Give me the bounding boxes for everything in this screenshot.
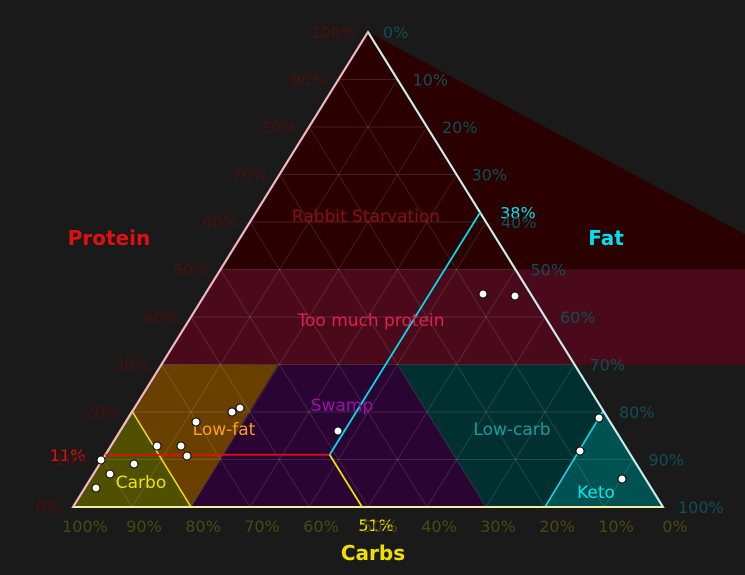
data-point (191, 417, 201, 427)
protein-axis-title: Protein (68, 226, 150, 250)
data-point (617, 474, 627, 484)
fat-tick: 80% (619, 403, 655, 422)
protein-edge (72, 31, 369, 508)
grid-line-fat-10 (131, 79, 398, 508)
carbs-highlight-label: 51% (358, 516, 394, 535)
fat-tick: 100% (678, 498, 724, 517)
data-point (96, 455, 106, 465)
fat-tick: 50% (531, 261, 567, 280)
protein-tick: 50% (173, 261, 209, 280)
fat-tick: 70% (590, 356, 626, 375)
data-point (176, 441, 186, 451)
data-point (575, 446, 585, 456)
grid-line-carbs-40 (249, 221, 428, 508)
carbs-tick: 20% (539, 517, 575, 536)
data-points (91, 289, 627, 493)
grid-line-carbs-70 (161, 364, 251, 508)
fat-tick: 0% (383, 23, 408, 42)
grid-line-carbs-10 (338, 79, 605, 508)
fat-tick: 40% (501, 213, 537, 232)
carbs-axis-title: Carbs (341, 541, 405, 565)
region-label-low-carb: Low-carb (473, 420, 550, 440)
diet-regions (71, 32, 745, 508)
protein-tick: 70% (232, 166, 268, 185)
region-label-low-fat: Low-fat (193, 420, 256, 440)
protein-tick: 60% (202, 213, 238, 232)
data-point (510, 291, 520, 301)
fat-tick: 30% (472, 166, 508, 185)
protein-highlight-label: 11% (50, 446, 86, 465)
fat-tick: 90% (649, 451, 685, 470)
carbs-tick: 100% (62, 517, 108, 536)
data-point (129, 459, 139, 469)
protein-tick: 30% (114, 356, 150, 375)
grid-line-fat-80 (544, 411, 605, 508)
carbs-tick: 30% (480, 517, 516, 536)
region-labels: Rabbit Starvation Too much protein Low-fat… (116, 207, 615, 503)
protein-tick: 80% (261, 118, 297, 137)
fat-tick: 20% (442, 118, 478, 137)
carbs-tick: 40% (421, 517, 457, 536)
fat-highlight-label: 38% (500, 204, 536, 223)
region-swamp (191, 365, 486, 507)
data-point (235, 403, 245, 413)
carbs-tick: 50% (362, 517, 398, 536)
grid-line-carbs-80 (131, 411, 192, 508)
grid-line-carbs-50 (220, 269, 369, 508)
protein-tick: 40% (143, 308, 179, 327)
highlight-guides: 11% 38% 51% (50, 31, 664, 535)
grid-line-fat-40 (308, 221, 487, 508)
fat-edge (367, 31, 664, 508)
carbs-tick: 80% (185, 517, 221, 536)
carbs-guide (328, 454, 363, 508)
carbs-tick: 70% (244, 517, 280, 536)
protein-tick: 0% (36, 498, 61, 517)
carbs-tick: 60% (303, 517, 339, 536)
data-point (105, 469, 115, 479)
data-point (594, 413, 604, 423)
grid-line-carbs-30 (279, 174, 487, 508)
grid-line-fat-50 (367, 269, 516, 508)
protein-tick: 90% (291, 71, 327, 90)
region-label-swamp: Swamp (311, 396, 373, 416)
grid-line-fat-30 (249, 174, 457, 508)
grid-line-carbs-60 (190, 316, 310, 508)
data-point (227, 407, 237, 417)
carbs-tick: 90% (126, 517, 162, 536)
data-point (182, 451, 192, 461)
fat-tick: 10% (413, 71, 449, 90)
fat-tick: 60% (560, 308, 596, 327)
region-label-keto: Keto (577, 483, 615, 503)
grid-line-fat-60 (426, 316, 546, 508)
protein-tick: 100% (310, 23, 356, 42)
fat-guide (328, 212, 481, 456)
region-label-too-much-protein: Too much protein (297, 311, 445, 331)
data-point (152, 441, 162, 451)
grid-line-fat-20 (190, 126, 428, 508)
tick-labels: 0%0%100%10%10%90%20%20%80%30%30%70%40%40… (36, 23, 724, 536)
grid-line-carbs-90 (102, 459, 133, 508)
protein-tick: 10% (55, 451, 91, 470)
region-rabbit-starvation (220, 32, 745, 270)
region-label-carbo: Carbo (116, 473, 166, 493)
grid-line-fat-70 (485, 364, 575, 508)
fat-axis-title: Fat (588, 226, 624, 250)
grid-line-carbs-20 (308, 126, 546, 508)
carbs-tick: 10% (598, 517, 634, 536)
region-too-much-protein (161, 269, 745, 365)
axis-titles: Protein Fat Carbs (68, 226, 624, 565)
carbs-tick: 0% (662, 517, 687, 536)
grid-line-fat-90 (603, 459, 634, 508)
grid-lines (102, 79, 634, 508)
data-point (333, 426, 343, 436)
data-point (91, 483, 101, 493)
protein-tick: 20% (84, 403, 120, 422)
data-point (478, 289, 488, 299)
region-label-rabbit-starvation: Rabbit Starvation (292, 207, 440, 227)
